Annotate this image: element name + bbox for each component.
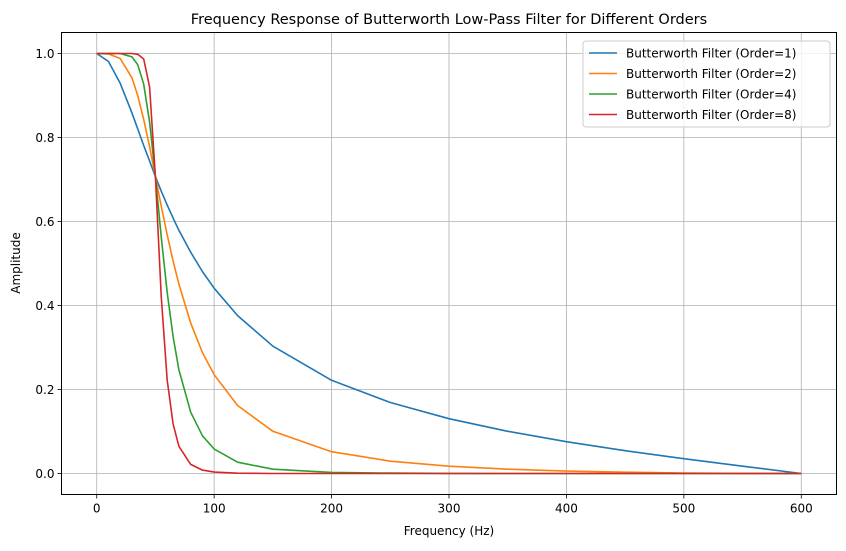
chart-title: Frequency Response of Butterworth Low-Pa…	[191, 12, 707, 28]
legend-label: Butterworth Filter (Order=1)	[626, 47, 796, 61]
y-tick-label: 1.0	[35, 47, 54, 61]
x-tick-label: 500	[672, 502, 695, 516]
x-tick-label: 200	[320, 502, 343, 516]
y-tick-label: 0.8	[35, 131, 54, 145]
legend-label: Butterworth Filter (Order=2)	[626, 67, 796, 81]
y-tick-label: 0.2	[35, 383, 54, 397]
x-tick-label: 400	[555, 502, 578, 516]
series-lines	[96, 52, 802, 475]
legend: Butterworth Filter (Order=1) Butterworth …	[582, 40, 831, 128]
x-tick-label: 0	[93, 502, 101, 516]
legend-label: Butterworth Filter (Order=8)	[626, 108, 796, 122]
legend-box	[582, 40, 831, 128]
x-tick-label: 100	[203, 502, 226, 516]
series-line-order-0	[96, 52, 802, 475]
y-tick-label: 0.0	[35, 467, 54, 481]
x-tick-label: 300	[438, 502, 461, 516]
y-tick-label: 0.4	[35, 299, 54, 313]
ticks: 0 100 200 300 400 500 600 0.0 0.2 0.4 0.6 0.8 1.0	[35, 47, 812, 516]
grid	[61, 32, 837, 495]
series-line-order-1	[96, 52, 802, 475]
x-tick-label: 600	[790, 502, 813, 516]
legend-label: Butterworth Filter (Order=4)	[626, 88, 796, 102]
x-axis-label: Frequency (Hz)	[404, 524, 495, 538]
y-tick-label: 0.6	[35, 215, 54, 229]
y-axis-label: Amplitude	[9, 232, 23, 294]
series-line-order-3	[96, 52, 802, 475]
